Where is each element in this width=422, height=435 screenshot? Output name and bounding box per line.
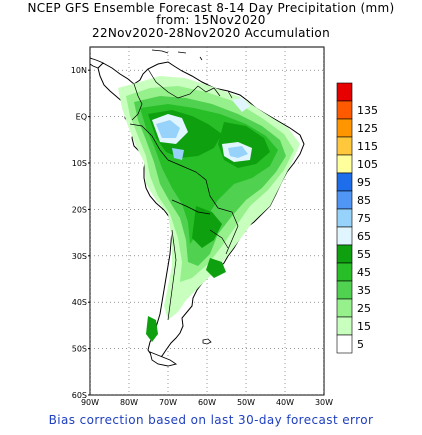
legend-label: 65 xyxy=(357,230,371,243)
lat-tick-label: 10S xyxy=(72,159,87,168)
legend-label: 55 xyxy=(357,248,371,261)
lon-tick-label: 40W xyxy=(276,398,294,407)
legend-swatch xyxy=(336,262,353,282)
legend-label: 105 xyxy=(357,158,378,171)
legend-label: 35 xyxy=(357,284,371,297)
legend-swatch xyxy=(336,82,353,102)
lon-tick-label: 90W xyxy=(81,398,99,407)
lat-tick-label: 30S xyxy=(72,252,87,261)
map-subtitle-period: 22Nov2020-28Nov2020 Accumulation xyxy=(92,26,330,40)
lat-tick-label: 40S xyxy=(72,298,87,307)
legend-label: 5 xyxy=(357,338,364,351)
lat-tick-label: 10N xyxy=(71,66,87,75)
lon-tick-label: 70W xyxy=(159,398,177,407)
lat-tick-label: 60S xyxy=(72,391,87,400)
legend-label: 115 xyxy=(357,140,378,153)
legend-swatch xyxy=(336,334,353,354)
legend-label: 125 xyxy=(357,122,378,135)
lon-tick-label: 60W xyxy=(198,398,216,407)
latitude-labels: 10N EQ 10S 20S 30S 40S 50S 60S xyxy=(71,66,90,400)
bias-correction-note: Bias correction based on last 30-day for… xyxy=(48,413,374,427)
lat-tick-label: 20S xyxy=(72,205,87,214)
legend-swatch xyxy=(336,154,353,174)
legend-swatch xyxy=(336,208,353,228)
precipitation-shading xyxy=(118,76,300,342)
legend-swatch xyxy=(336,100,353,120)
central-america-land xyxy=(90,57,104,69)
legend-label: 85 xyxy=(357,194,371,207)
legend-label: 95 xyxy=(357,176,371,189)
legend-label: 15 xyxy=(357,320,371,333)
country-borders xyxy=(129,68,239,321)
legend-swatch xyxy=(336,118,353,138)
precipitation-legend: 135 125 115 105 95 85 75 65 55 45 35 25 15 5 xyxy=(336,82,378,354)
legend-label: 135 xyxy=(357,104,378,117)
lat-tick-label: 50S xyxy=(72,345,87,354)
falkland-islands xyxy=(202,338,212,345)
lon-tick-label: 80W xyxy=(120,398,138,407)
legend-swatch xyxy=(336,190,353,210)
legend-label: 25 xyxy=(357,302,371,315)
caribbean-islands xyxy=(151,49,203,61)
lon-tick-label: 50W xyxy=(237,398,255,407)
longitude-labels: 90W 80W 70W 60W 50W 40W 30W xyxy=(81,398,333,407)
legend-swatch xyxy=(336,136,353,156)
legend-swatch xyxy=(336,280,353,300)
lat-tick-label: EQ xyxy=(76,113,87,122)
legend-swatch xyxy=(336,226,353,246)
lon-tick-label: 30W xyxy=(315,398,333,407)
map-subtitle-date: from: 15Nov2020 xyxy=(156,13,266,27)
legend-swatch xyxy=(336,244,353,264)
map-content xyxy=(90,47,324,395)
tierra-del-fuego xyxy=(149,351,178,367)
legend-swatch xyxy=(336,172,353,192)
legend-swatch xyxy=(336,316,353,336)
legend-label: 75 xyxy=(357,212,371,225)
map-title: NCEP GFS Ensemble Forecast 8-14 Day Prec… xyxy=(27,1,395,15)
legend-swatch xyxy=(336,298,353,318)
legend-label: 45 xyxy=(357,266,371,279)
